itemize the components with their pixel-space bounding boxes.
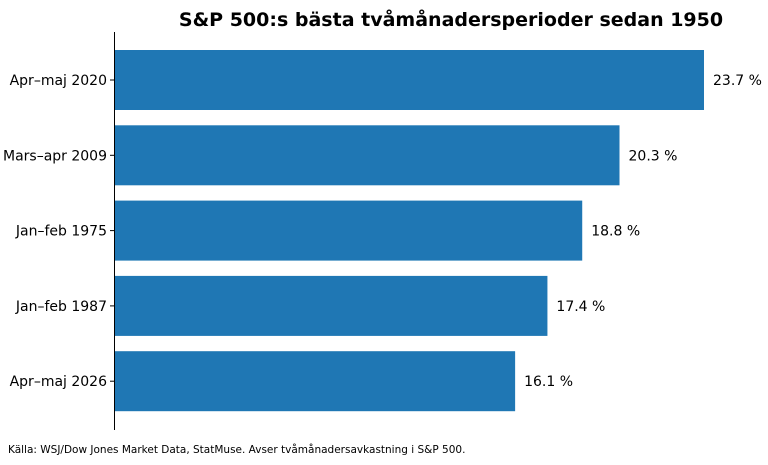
value-label-2: 18.8 %: [591, 224, 640, 240]
category-label-1: Mars–apr 2009: [3, 148, 107, 164]
value-label-4: 16.1 %: [524, 374, 573, 390]
bar-chart: S&P 500:s bästa tvåmånadersperioder seda…: [3, 7, 762, 430]
bars-group: Apr–maj 2020 23.7 % Mars–apr 2009 20.3 % Jan…: [3, 50, 762, 412]
category-label-0: Apr–maj 2020: [10, 73, 107, 89]
bar-0: [115, 50, 704, 110]
bar-3: [115, 275, 548, 336]
value-label-1: 20.3 %: [629, 148, 678, 164]
bar-1: [115, 125, 620, 186]
category-label-2: Jan–feb 1975: [15, 224, 107, 240]
chart-title: S&P 500:s bästa tvåmånadersperioder seda…: [179, 7, 723, 31]
value-label-3: 17.4 %: [556, 299, 605, 315]
bar-4: [115, 351, 516, 412]
bar-2: [115, 200, 583, 261]
category-label-3: Jan–feb 1987: [15, 299, 107, 315]
category-label-4: Apr–maj 2026: [10, 374, 107, 390]
value-label-0: 23.7 %: [713, 73, 762, 89]
source-note: Källa: WSJ/Dow Jones Market Data, StatMu…: [8, 444, 466, 456]
